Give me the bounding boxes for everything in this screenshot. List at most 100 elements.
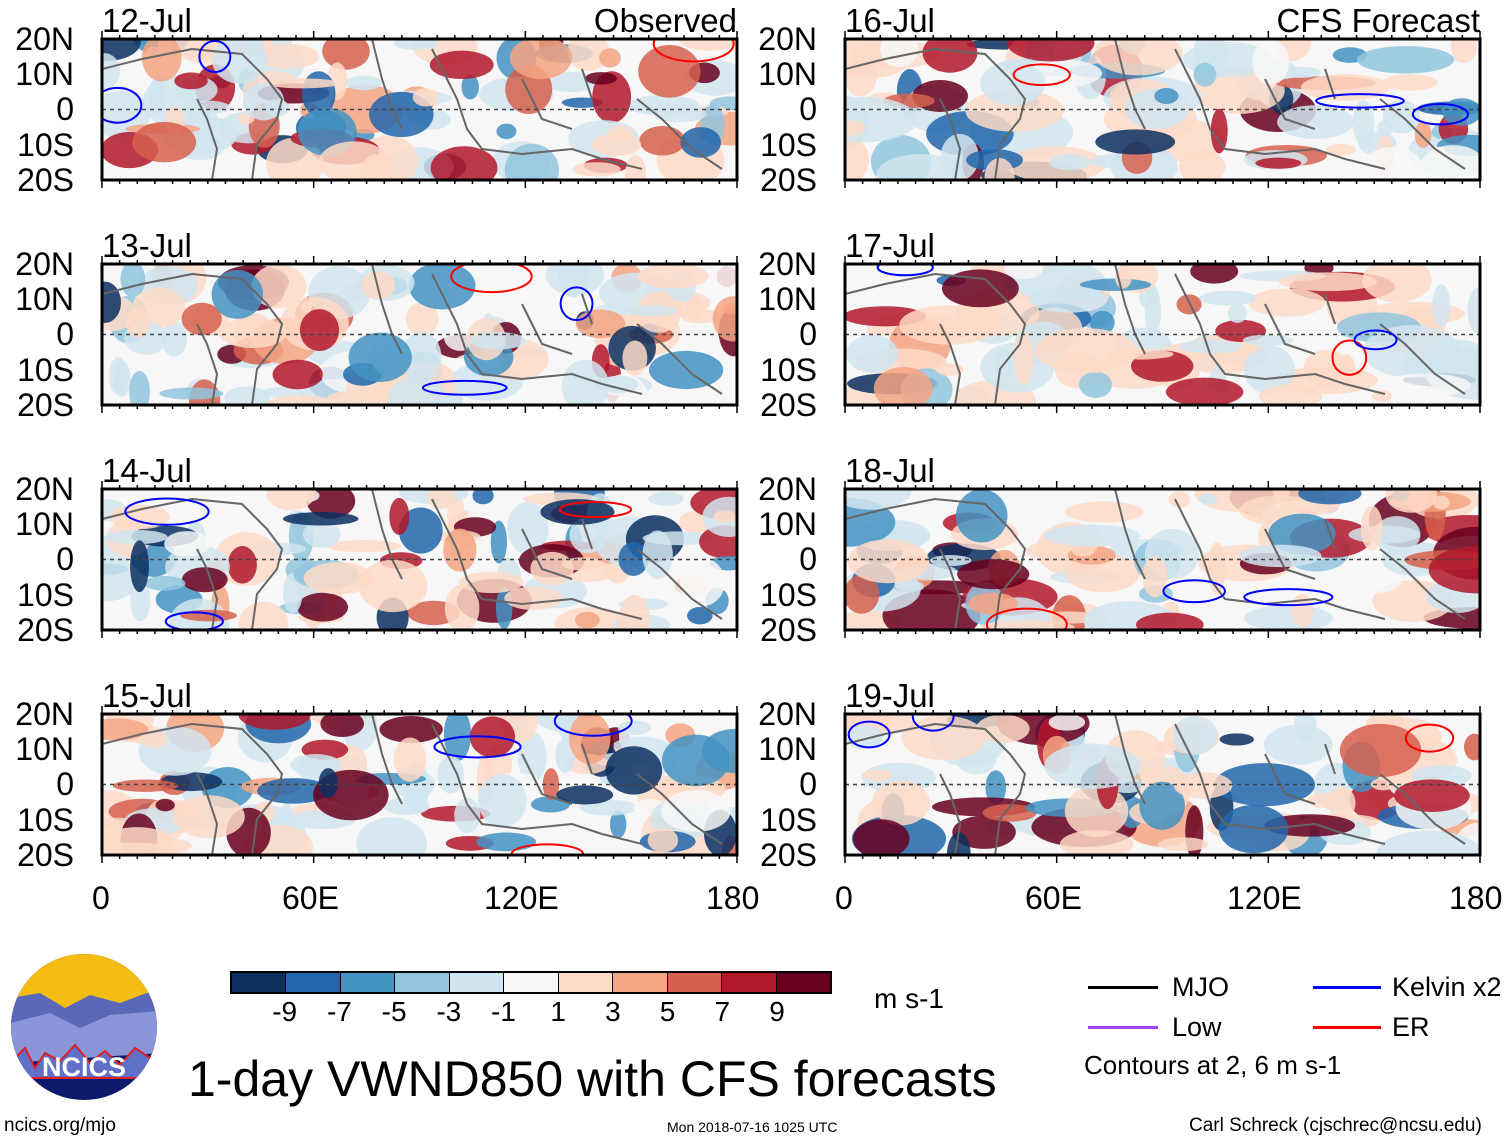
anomaly-shading <box>132 121 197 163</box>
anomaly-shading <box>847 539 930 584</box>
anomaly-shading <box>1227 303 1247 324</box>
anomaly-shading <box>326 539 401 553</box>
lat-label: 0 <box>56 91 74 128</box>
lat-label: 10S <box>17 351 74 388</box>
anomaly-shading <box>155 798 175 812</box>
anomaly-shading <box>272 359 323 390</box>
colorbar-swatch <box>613 973 668 992</box>
lon-label: 60E <box>1025 880 1082 916</box>
kelvin-contour <box>1162 579 1226 604</box>
vwnd-anomaly-map <box>843 256 1482 413</box>
anomaly-shading <box>102 556 141 602</box>
footer-author: Carl Schreck (cjschrec@ncsu.edu) <box>1189 1115 1482 1136</box>
anomaly-shading <box>982 804 1037 822</box>
lon-label: 0 <box>92 880 110 916</box>
anomaly-shading <box>356 817 427 855</box>
kelvin-contour <box>421 379 508 396</box>
anomaly-shading <box>680 127 722 158</box>
colorbar-swatch <box>395 973 450 992</box>
anomaly-shading <box>358 559 428 613</box>
lat-label: 10S <box>17 126 74 163</box>
anomaly-shading <box>1219 733 1254 746</box>
anomaly-shading <box>283 572 303 614</box>
anomaly-shading <box>113 361 131 397</box>
lat-label: 20N <box>758 21 817 57</box>
lat-label: 0 <box>799 541 817 578</box>
anomaly-shading <box>1394 779 1470 812</box>
er-line-swatch <box>1313 1026 1381 1029</box>
anomaly-shading <box>504 586 563 610</box>
anomaly-shading <box>1338 354 1356 384</box>
lat-label: 10S <box>760 126 817 163</box>
anomaly-shading <box>600 375 639 393</box>
anomaly-shading <box>1327 786 1356 820</box>
anomaly-shading <box>130 540 149 593</box>
anomaly-shading <box>1093 39 1183 76</box>
anomaly-shading <box>1178 150 1226 180</box>
anomaly-shading <box>1348 525 1421 544</box>
anomaly-shading <box>1291 593 1314 627</box>
anomaly-shading <box>181 302 222 336</box>
panel-date: 19-Jul <box>845 677 935 714</box>
anomaly-shading <box>363 154 387 178</box>
anomaly-shading <box>164 531 211 557</box>
lat-label: 20N <box>758 696 817 732</box>
colorbar <box>230 971 832 994</box>
anomaly-shading <box>572 162 621 177</box>
anomaly-shading <box>1382 74 1438 91</box>
anomaly-shading <box>1238 544 1322 568</box>
anomaly-shading <box>648 491 684 506</box>
anomaly-shading <box>873 366 933 405</box>
anomaly-shading <box>955 489 1008 543</box>
anomaly-shading <box>346 75 382 91</box>
lon-label: 120E <box>1227 880 1302 916</box>
anomaly-shading <box>112 779 178 792</box>
er-contour <box>1404 723 1455 753</box>
lat-label: 10N <box>15 731 74 768</box>
colorbar-tick-label: 3 <box>605 996 621 1027</box>
anomaly-shading <box>941 269 1019 308</box>
anomaly-shading <box>443 714 472 762</box>
colorbar-swatch <box>449 973 505 992</box>
vwnd-anomaly-map <box>843 31 1482 188</box>
coastlines <box>845 489 1466 630</box>
anomaly-shading <box>1035 328 1138 374</box>
anomaly-shading <box>561 359 609 405</box>
anomaly-shading <box>1360 505 1383 551</box>
anomaly-shading <box>965 89 1064 132</box>
colorbar-tick-label: -3 <box>436 996 462 1027</box>
colorbar-swatch <box>722 973 777 992</box>
kelvin-contour <box>559 286 594 322</box>
anomaly-shading <box>405 302 439 336</box>
anomaly-shading <box>1252 39 1290 85</box>
anomaly-shading <box>444 584 480 630</box>
anomaly-shading <box>238 714 311 730</box>
anomaly-shading <box>880 39 919 68</box>
anomaly-shading <box>458 571 524 594</box>
anomaly-shading <box>871 780 931 826</box>
anomaly-shading <box>530 551 574 586</box>
er-contour <box>558 500 633 519</box>
column-label: CFS Forecast <box>1276 2 1480 39</box>
anomaly-shading <box>454 797 481 833</box>
anomaly-shading <box>322 39 370 70</box>
er-contour <box>985 607 1068 630</box>
anomaly-shading <box>125 307 151 338</box>
er-contour <box>652 39 735 63</box>
anomaly-shading <box>383 797 430 815</box>
anomaly-shading <box>599 48 621 68</box>
anomaly-shading <box>1139 781 1185 830</box>
anomaly-shading <box>638 44 701 98</box>
anomaly-shading <box>980 620 1075 630</box>
anomaly-shading <box>1263 724 1333 765</box>
kelvin-contour <box>553 714 633 737</box>
anomaly-shading <box>429 50 494 80</box>
lat-label: 10S <box>760 801 817 838</box>
footer-link[interactable]: ncics.org/mjo <box>4 1115 116 1136</box>
anomaly-shading <box>845 134 869 180</box>
colorbar-tick-label: 1 <box>550 996 566 1027</box>
anomaly-shading <box>379 715 443 743</box>
anomaly-shading <box>622 340 648 376</box>
lat-label: 20N <box>758 246 817 282</box>
anomaly-shading <box>211 269 264 319</box>
